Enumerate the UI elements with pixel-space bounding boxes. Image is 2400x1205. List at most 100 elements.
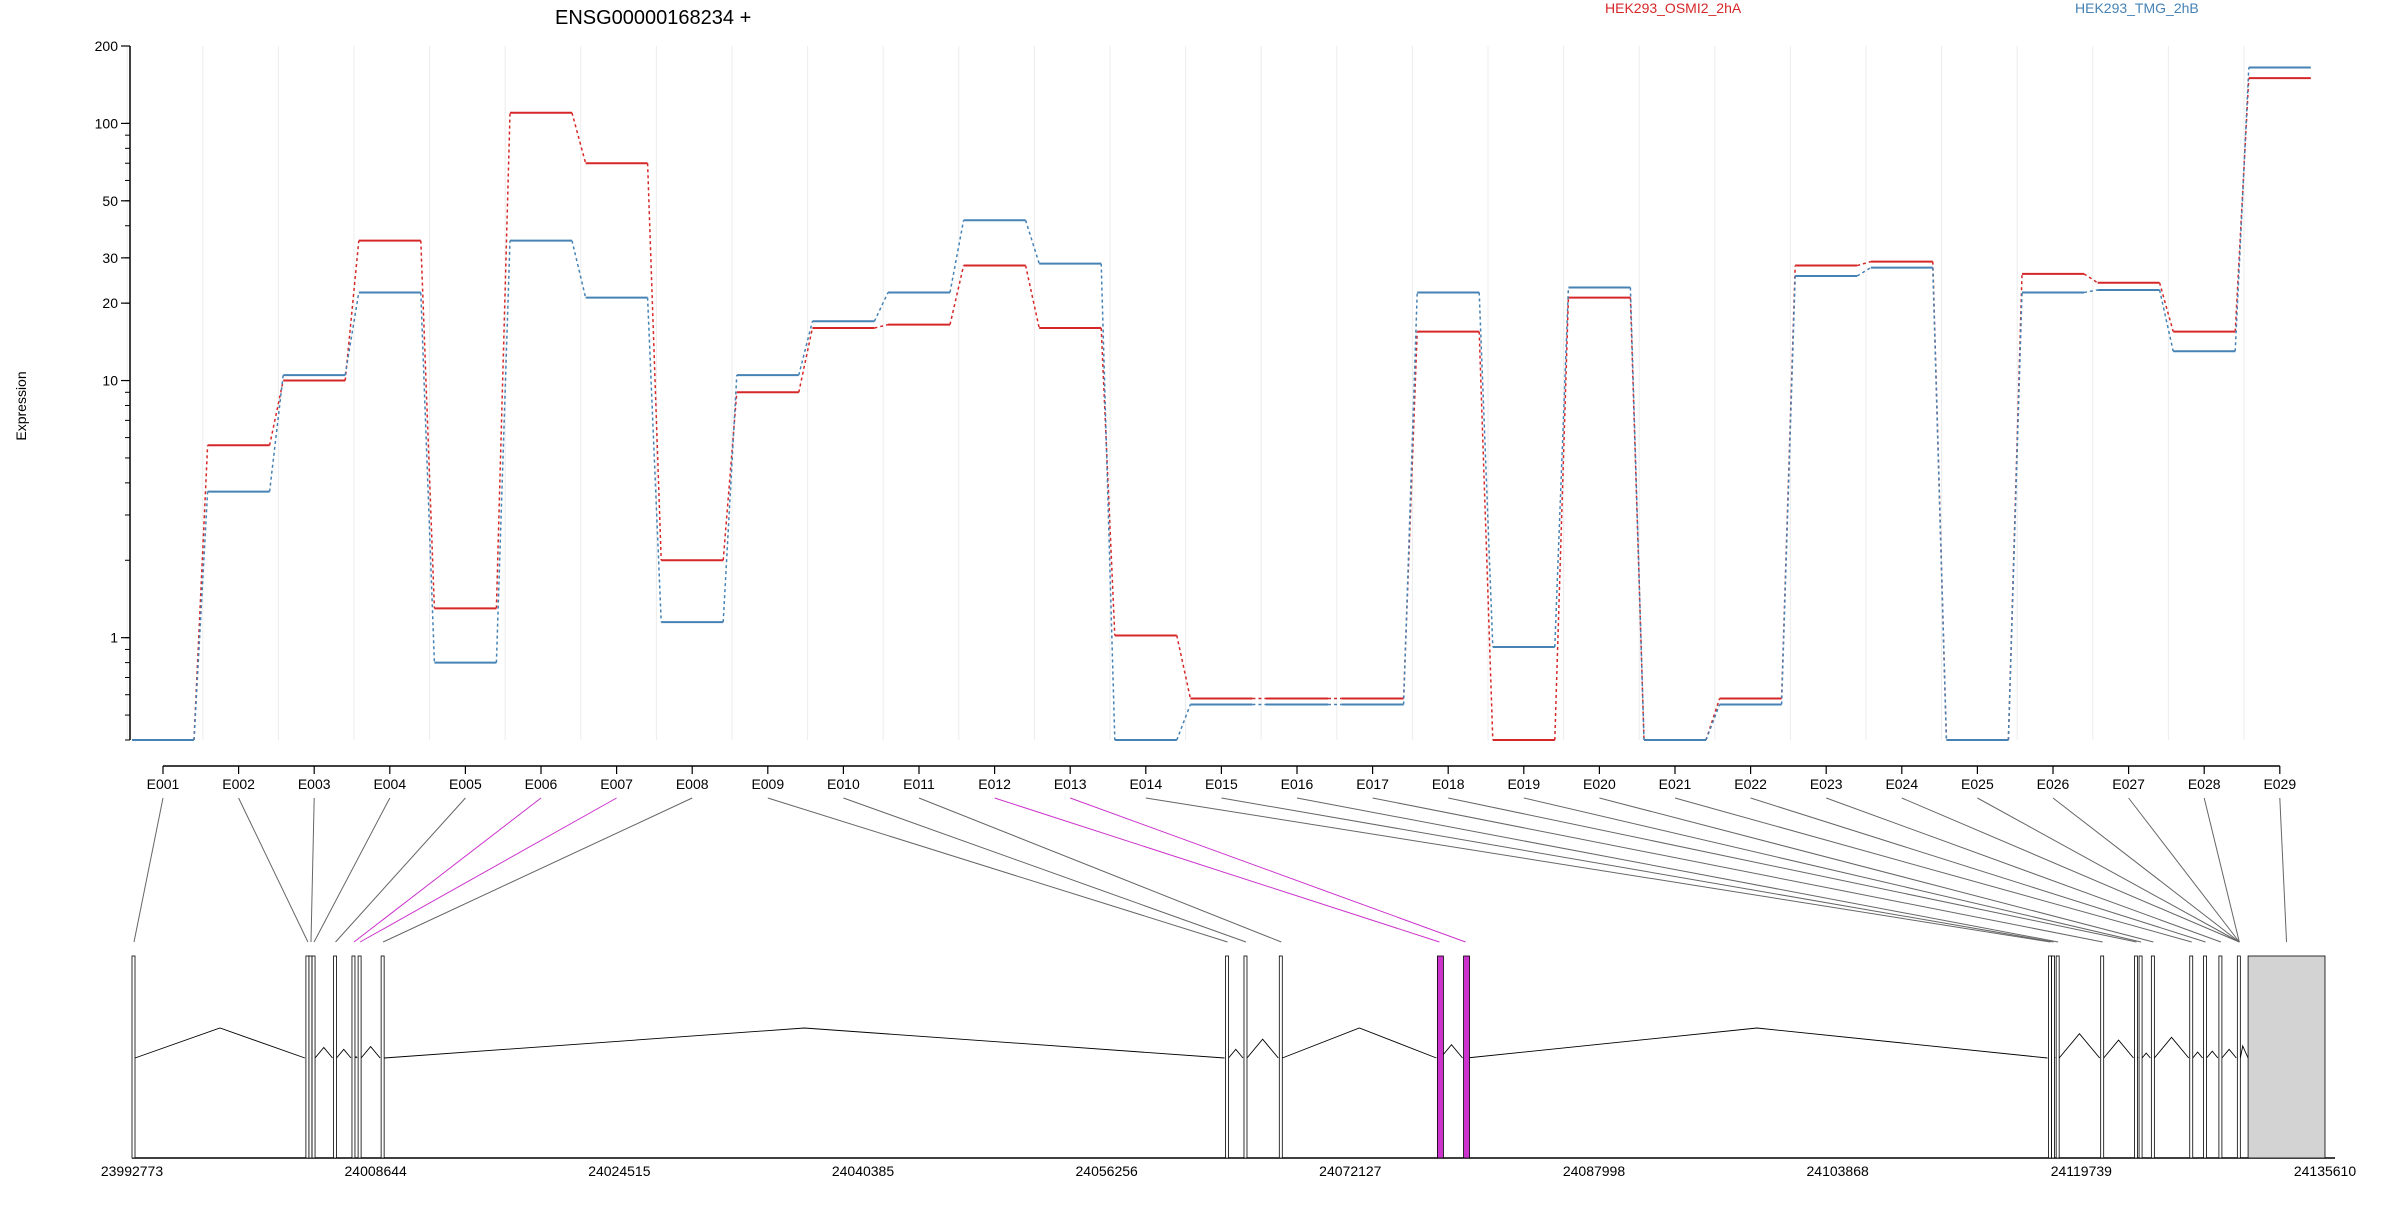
x-tick-label: E026 (2037, 776, 2070, 792)
exon (381, 956, 384, 1158)
connector-segment (345, 292, 359, 375)
coordinate-label: 24056256 (1076, 1163, 1139, 1179)
exon (2048, 956, 2051, 1158)
coordinate-label: 24119739 (2051, 1163, 2112, 1179)
coordinate-label: 24024515 (588, 1163, 651, 1179)
exon-connector (919, 798, 1281, 942)
x-tick-label: E001 (147, 776, 180, 792)
x-tick-label: E013 (1054, 776, 1087, 792)
connector-segment (194, 492, 208, 740)
x-tick-label: E028 (2188, 776, 2221, 792)
coordinate-label: 24087998 (1563, 1163, 1626, 1179)
exon (1244, 956, 1247, 1158)
exon-connector (2129, 798, 2240, 942)
exon-connector (336, 798, 466, 942)
exon-connector-highlighted (1070, 798, 1465, 942)
intron-line (1282, 1028, 1436, 1058)
x-tick-label: E019 (1507, 776, 1540, 792)
x-tick-label: E010 (827, 776, 860, 792)
connector-segment (1177, 704, 1191, 740)
y-tick-label: 30 (102, 250, 118, 266)
exon (2056, 956, 2059, 1158)
exon (2219, 956, 2222, 1158)
legend-entry-series-1: HEK293_OSMI2_2hA (1605, 0, 1742, 16)
intron-line (2222, 1049, 2236, 1058)
connector-segment (1555, 298, 1569, 740)
connector-segment (2084, 274, 2098, 283)
x-tick-label: E014 (1129, 776, 1162, 792)
intron-line (1467, 1028, 2048, 1058)
connector-segment (496, 113, 510, 609)
x-tick-label: E009 (751, 776, 784, 792)
x-tick-label: E005 (449, 776, 482, 792)
intron-line (384, 1028, 1224, 1058)
intron-line (315, 1048, 332, 1058)
x-tick-label: E006 (525, 776, 558, 792)
intron-line (2104, 1040, 2134, 1058)
exon-connector (768, 798, 1228, 942)
coordinate-label: 24040385 (832, 1163, 895, 1179)
y-tick-label: 100 (95, 115, 119, 131)
connector-segment (1782, 276, 1796, 704)
intron-line (2193, 1052, 2203, 1058)
connector-segment (874, 325, 888, 328)
exon-highlighted (1437, 956, 1443, 1158)
x-tick-label: E003 (298, 776, 331, 792)
x-tick-label: E018 (1432, 776, 1465, 792)
coordinate-label: 23992773 (101, 1163, 164, 1179)
series-1 (132, 78, 2311, 740)
coordinate-label: 24072127 (1319, 1163, 1382, 1179)
exon-connector (383, 798, 692, 942)
x-tick-label: E002 (222, 776, 255, 792)
connector-segment (1479, 332, 1493, 740)
x-tick-label: E015 (1205, 776, 1238, 792)
coordinate-label: 24103868 (1807, 1163, 1870, 1179)
intron-line (2154, 1037, 2188, 1058)
connector-segment (572, 113, 586, 163)
intron-line (337, 1049, 351, 1058)
exon (1279, 956, 1282, 1158)
exon (2190, 956, 2193, 1158)
exon (2237, 956, 2240, 1158)
exon-connector (1524, 798, 2141, 942)
exon (352, 956, 355, 1158)
exon-connector-highlighted (354, 798, 541, 942)
connector-segment (1706, 704, 1720, 740)
x-tick-label: E016 (1281, 776, 1314, 792)
x-tick-label: E021 (1659, 776, 1692, 792)
coordinate-label: 24135610 (2294, 1163, 2357, 1179)
exon-connector (2053, 798, 2239, 942)
x-tick-label: E011 (903, 776, 935, 792)
exon-connector-highlighted (995, 798, 1440, 942)
exon (2134, 956, 2137, 1158)
exon-connector (1751, 798, 2206, 942)
x-tick-label: E024 (1885, 776, 1918, 792)
exon-connector (239, 798, 308, 942)
intron-line (2240, 1046, 2248, 1058)
intron-line (1247, 1039, 1278, 1058)
x-tick-label: E023 (1810, 776, 1843, 792)
exon (1226, 956, 1229, 1158)
connector-segment (799, 321, 813, 375)
exon-connector (843, 798, 1246, 942)
exon-connector-highlighted (360, 798, 616, 942)
exon (132, 956, 135, 1158)
connector-segment (1177, 635, 1191, 698)
connector-segment (648, 163, 662, 560)
connector-segment (950, 266, 964, 325)
exon-connector (1448, 798, 2136, 942)
connector-segment (1404, 292, 1418, 704)
exon (334, 956, 337, 1158)
exon-connector (1675, 798, 2192, 942)
x-tick-label: E004 (373, 776, 406, 792)
intron-line (135, 1028, 305, 1058)
connector-segment (874, 292, 888, 321)
connector-segment (1933, 262, 1947, 740)
connector-segment (1479, 292, 1493, 646)
connector-segment (1933, 268, 1947, 740)
connector-segment (345, 241, 359, 381)
connector-segment (2160, 290, 2174, 351)
intron-line (1229, 1049, 1243, 1058)
